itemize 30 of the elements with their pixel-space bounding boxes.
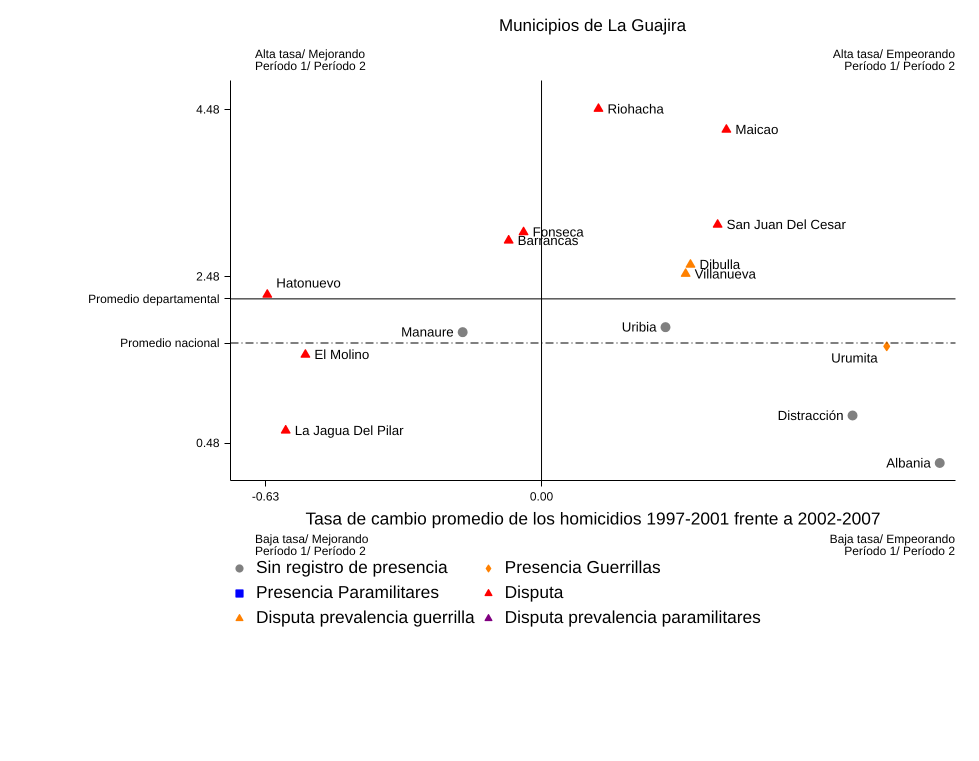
annotation: Hatonuevo xyxy=(276,276,341,291)
y-tick-label: 2.48 xyxy=(196,270,220,284)
legend-label: Disputa prevalencia guerrilla xyxy=(256,607,475,628)
text: Baja tasa/ Empeorando Período 1/ Período 2 xyxy=(830,532,955,558)
legend-label: Disputa prevalencia paramilitares xyxy=(504,607,761,628)
annotation: Albania xyxy=(886,456,932,471)
y-tick-label: 0.48 xyxy=(196,436,220,450)
legend-label: Sin registro de presencia xyxy=(256,557,448,578)
chart-title: Municipios de La Guajira xyxy=(498,15,688,37)
ref-line-label: Promedio departamental xyxy=(88,292,220,306)
text: Alta tasa/ Empeorando Período 1/ Período 2 xyxy=(832,47,955,74)
text: Alta tasa/ Mejorando Período 1/ Período 2 xyxy=(255,47,366,74)
legend-label: Presencia Paramilitares xyxy=(256,582,439,604)
legend-label: Presencia Guerrillas xyxy=(504,557,661,578)
annotation: La Jagua Del Pilar xyxy=(294,423,404,438)
x-tick-label: -0.63 xyxy=(252,490,280,504)
x-tick-label: 0.00 xyxy=(530,490,554,504)
annotation: Maicao xyxy=(735,122,778,138)
x-axis-title: Tasa de cambio promedio de los homicidios 1997-2001 frente a 2002-2007 xyxy=(305,508,881,529)
annotation: Riohacha xyxy=(607,102,664,117)
annotation: Distracción xyxy=(778,408,844,424)
annotation: Urumita xyxy=(831,350,878,366)
text: Baja tasa/ Mejorando Período 1/ Período 2 xyxy=(255,532,368,558)
y-tick-label: 4.48 xyxy=(196,102,220,117)
annotation: Uribia xyxy=(622,320,658,335)
ref-line-label: Promedio nacional xyxy=(120,336,220,350)
annotation: San Juan Del Cesar xyxy=(726,217,846,232)
annotation: Manaure xyxy=(401,324,454,340)
legend-label: Disputa xyxy=(504,582,564,604)
annotation: El Molino xyxy=(314,347,370,362)
